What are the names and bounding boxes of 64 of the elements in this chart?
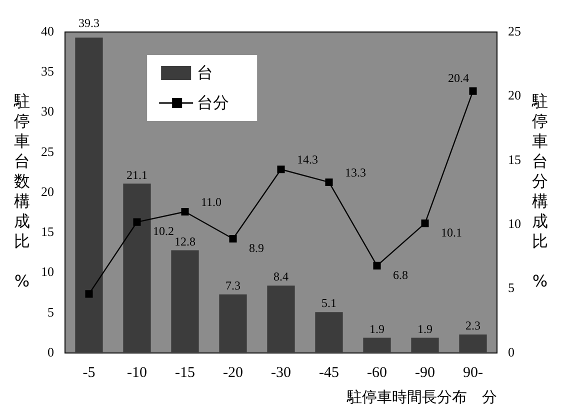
- x-tick-label: -10: [127, 364, 147, 381]
- x-tick-label: -20: [223, 364, 243, 381]
- text: 駐停車台数構成比 %: [14, 92, 30, 291]
- y-tick-label: 35: [41, 64, 54, 79]
- bar: [171, 250, 199, 353]
- legend-label: 台: [197, 63, 214, 82]
- data-label: 12.8: [174, 234, 196, 248]
- x-tick-label: -60: [367, 364, 387, 381]
- bar: [459, 334, 487, 353]
- point: [85, 290, 93, 298]
- data-label: 2.3: [466, 318, 480, 333]
- data-label: 5.1: [322, 296, 336, 310]
- x-axis-title: 駐停車時間長分布 分: [346, 388, 497, 406]
- y-tick-label: 30: [41, 104, 54, 119]
- data-label: 10.2: [153, 224, 174, 238]
- point: [229, 234, 237, 243]
- data-label: 8.9: [249, 240, 264, 255]
- y2-tick-label: 25: [508, 23, 521, 38]
- y-tick-label: 40: [41, 23, 54, 38]
- point: [373, 262, 381, 270]
- bar: [267, 286, 295, 353]
- y2-tick-label: 15: [508, 152, 521, 167]
- point: [325, 178, 333, 186]
- bar: [123, 184, 151, 353]
- data-label: 8.4: [274, 270, 288, 284]
- point: [421, 220, 429, 228]
- x-tick-label: -45: [319, 364, 339, 381]
- y-tick-label: 5: [48, 304, 54, 320]
- bar: [315, 312, 343, 353]
- data-label: 14.3: [297, 152, 318, 167]
- data-label: 10.1: [441, 225, 462, 240]
- x-tick-label: 90-: [463, 364, 483, 381]
- data-label: 39.3: [78, 16, 100, 30]
- bar: [363, 338, 391, 353]
- x-tick-label: -15: [175, 364, 195, 381]
- bar: [411, 338, 439, 353]
- y2-tick-label: 0: [508, 344, 514, 360]
- y-tick-label: 25: [41, 144, 54, 159]
- y-tick-label: 10: [41, 264, 54, 280]
- data-label: 1.9: [418, 322, 432, 336]
- bar: [219, 294, 247, 353]
- y2-tick-label: 5: [508, 280, 514, 296]
- data-label: 7.3: [226, 278, 240, 293]
- point: [181, 208, 189, 216]
- legend-label: 台分: [197, 93, 230, 112]
- y2-tick-label: 20: [508, 88, 521, 103]
- text: 駐停車台分構成比 %: [532, 92, 548, 291]
- data-label: 1.9: [370, 322, 384, 336]
- x-tick-label: -90: [415, 364, 435, 381]
- y-tick-label: 15: [41, 224, 54, 240]
- point: [133, 218, 141, 226]
- data-label: 13.3: [345, 165, 366, 180]
- data-label: 6.8: [393, 268, 408, 282]
- x-tick-label: -5: [82, 364, 96, 381]
- y2-tick-label: 10: [508, 216, 521, 232]
- y-tick-label: 0: [48, 344, 54, 360]
- point: [469, 87, 477, 95]
- data-label: 21.1: [126, 168, 148, 182]
- y-tick-label: 20: [41, 184, 54, 199]
- bar: [75, 38, 103, 353]
- data-label: 20.4: [448, 71, 469, 86]
- x-tick-label: -30: [271, 364, 291, 381]
- data-label: 11.0: [201, 194, 222, 209]
- point: [277, 166, 285, 174]
